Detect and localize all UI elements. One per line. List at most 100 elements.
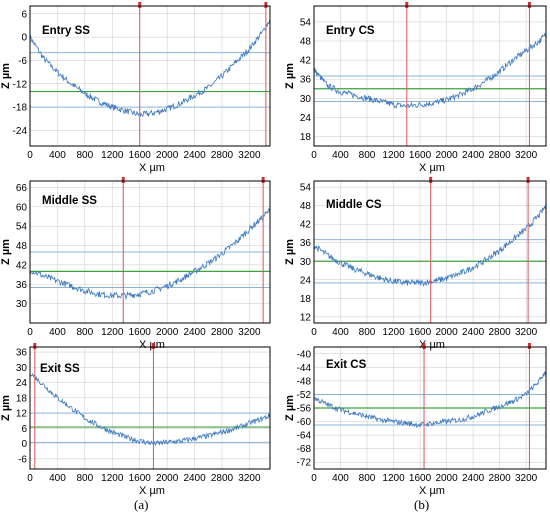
chart-2: 0 400 800 1200 1600 2000 2400 2800 3200544842363… [284,2,547,174]
cursor-marker [429,177,433,183]
y-axis-label: Z µm [284,395,296,421]
y-tick-label: 66 [16,183,28,194]
y-tick-label: 30 [16,363,28,374]
x-tick-label: 800 [359,150,376,161]
x-tick-label: 2800 [211,150,234,161]
x-tick-label: 800 [359,473,376,484]
x-axis-label: X µm [419,485,445,497]
chart-title: Entry SS [42,25,90,37]
x-tick-label: 1200 [101,150,124,161]
x-tick-label: 2800 [211,473,234,484]
y-tick-label: 30 [16,299,28,310]
cursor-marker [264,2,268,8]
x-tick-label: 1200 [382,473,405,484]
chart-title: Middle CS [326,199,382,211]
cursor-marker [151,343,155,349]
x-axis-label: X µm [139,162,165,174]
x-tick-label: 1200 [382,150,405,161]
chart-title: Middle SS [42,195,97,207]
profile-line [313,32,547,110]
y-tick-label: 48 [300,37,312,48]
y-tick-label: -24 [13,126,28,137]
x-tick-label: 0 [311,473,317,484]
chart-6: 0 400 800 1200 1600 2000 2400 2800 3200-40-44-48… [284,343,547,497]
x-tick-label: 1200 [101,473,124,484]
x-tick-label: 400 [49,473,66,484]
x-tick-label: 2800 [488,473,511,484]
y-tick-label: -12 [13,79,28,90]
y-tick-label: 48 [16,241,28,252]
y-tick-label: -40 [297,349,312,360]
x-tick-label: 400 [332,327,349,338]
y-tick-label: -72 [297,458,312,469]
chart-4: 0 400 800 1200 1600 2000 2400 2800 3200544842363… [284,177,547,351]
y-tick-label: 42 [16,260,28,271]
x-tick-label: 0 [27,327,33,338]
x-tick-label: 1600 [129,150,152,161]
x-tick-label: 2400 [183,327,206,338]
plot-frame [29,180,271,324]
y-tick-label: 30 [300,94,312,105]
x-tick-label: 2800 [488,150,511,161]
plot-frame [29,5,271,147]
caption-b: (b) [414,497,430,512]
cursor-marker [138,2,142,8]
profile-line [29,372,271,446]
profile-line [313,202,547,287]
y-tick-label: -44 [297,363,312,374]
x-tick-label: 3200 [238,327,261,338]
y-axis-label: Z µm [0,395,12,421]
x-tick-label: 0 [27,473,33,484]
x-tick-label: 2000 [435,327,458,338]
plot-frame [29,346,271,470]
y-tick-label: 12 [16,409,28,420]
chart-1: 0 400 800 1200 1600 2000 2400 2800 3200 6 0 -6 -12 -1… [0,2,271,174]
y-tick-label: -18 [13,103,28,114]
caption-a: (a) [134,497,149,512]
profile-line [313,371,547,429]
y-tick-label: -52 [297,390,312,401]
y-tick-label: 42 [300,220,312,231]
x-tick-label: 800 [77,473,94,484]
y-tick-label: 24 [300,113,312,124]
y-tick-label: 42 [300,56,312,67]
y-tick-label: 54 [300,183,312,194]
x-tick-label: 800 [77,150,94,161]
plot-frame [313,5,547,147]
chart-title: Entry CS [326,25,375,37]
y-tick-label: 36 [300,238,312,249]
cursor-marker [405,2,409,8]
y-tick-label: 18 [300,132,312,143]
x-tick-label: 3200 [238,473,261,484]
cursor-marker [527,2,531,8]
x-tick-label: 2800 [211,327,234,338]
plot-frame [313,180,547,324]
x-tick-label: 400 [332,473,349,484]
y-tick-label: 36 [16,348,28,359]
x-tick-label: 800 [359,327,376,338]
y-tick-label: 48 [300,201,312,212]
cursor-marker [526,177,530,183]
x-tick-label: 2000 [156,327,179,338]
y-tick-label: -68 [297,444,312,455]
y-tick-label: 18 [16,393,28,404]
x-tick-label: 0 [311,327,317,338]
y-tick-label: 54 [16,222,28,233]
x-tick-label: 1200 [382,327,405,338]
y-axis-label: Z µm [284,239,296,265]
cursor-marker [33,343,37,349]
y-tick-label: -56 [297,404,312,415]
y-tick-label: 24 [16,378,28,389]
x-tick-label: 2400 [462,327,485,338]
y-tick-label: 54 [300,17,312,28]
x-tick-label: 400 [49,327,66,338]
x-tick-label: 2400 [462,473,485,484]
y-tick-label: 36 [16,280,28,291]
profile-line [29,18,271,118]
plot-frame [313,346,547,470]
y-tick-label: -64 [297,431,312,442]
y-tick-label: 60 [16,202,28,213]
x-tick-label: 1600 [409,473,432,484]
x-tick-label: 1600 [409,150,432,161]
